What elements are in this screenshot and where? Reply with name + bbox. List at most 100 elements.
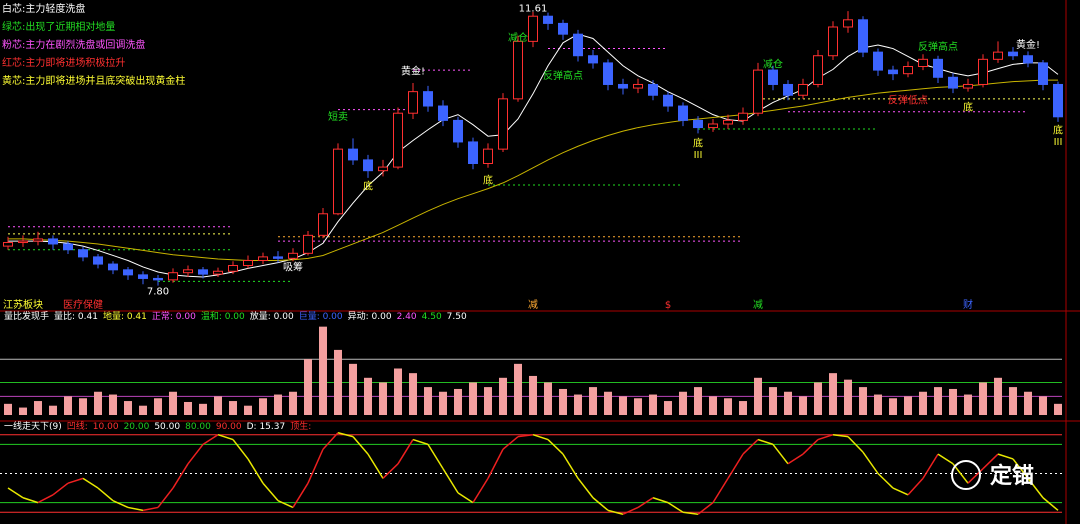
candle-body bbox=[558, 22, 568, 35]
header-item: 7.50 bbox=[447, 312, 467, 322]
candle-body bbox=[33, 238, 43, 242]
candle-body bbox=[873, 51, 883, 71]
annotation: 短卖 bbox=[328, 110, 348, 123]
oscillator-segment bbox=[187, 443, 204, 465]
volume-bar bbox=[184, 401, 192, 415]
volume-bar bbox=[49, 405, 57, 415]
candle-body bbox=[408, 91, 418, 114]
volume-bar bbox=[319, 326, 327, 415]
oscillator-segment bbox=[562, 453, 579, 479]
oscillator-segment bbox=[1042, 497, 1059, 511]
candle-body bbox=[798, 83, 808, 96]
candle-body bbox=[723, 119, 733, 125]
oscillator-segment bbox=[442, 468, 459, 494]
volume-bar bbox=[289, 391, 297, 415]
oscillator-segment bbox=[52, 482, 69, 496]
oscillator-segment bbox=[892, 487, 909, 496]
candle-body bbox=[243, 259, 253, 267]
volume-bar bbox=[1024, 391, 1032, 415]
oscillator-segment bbox=[427, 444, 444, 470]
volume-bar bbox=[394, 368, 402, 415]
oscillator-segment bbox=[907, 477, 924, 496]
oscillator-segment bbox=[412, 438, 429, 446]
candle-body bbox=[168, 272, 178, 281]
header-item: 量比发现手 bbox=[4, 310, 49, 322]
volume-bar bbox=[214, 396, 222, 415]
oscillator-segment bbox=[772, 443, 789, 465]
annotation: 底 bbox=[963, 100, 973, 113]
candle-body bbox=[678, 105, 688, 121]
candle-body bbox=[273, 256, 283, 259]
watermark: 定锚 bbox=[951, 460, 1034, 490]
moving-average bbox=[8, 79, 1058, 261]
annotation: 减仓 bbox=[763, 57, 783, 70]
oscillator-segment bbox=[757, 438, 774, 446]
candle-body bbox=[1008, 51, 1018, 57]
legend-note: 黄芯:主力即将进场并且底突破出现黄金柱 bbox=[2, 74, 185, 87]
volume-bar bbox=[664, 401, 672, 415]
oscillator-segment bbox=[877, 472, 894, 489]
candle-body bbox=[18, 240, 28, 244]
header-item: 放量: 0.00 bbox=[250, 310, 294, 322]
oscillator-segment bbox=[307, 448, 324, 484]
oscillator-segment bbox=[922, 453, 939, 479]
watermark-icon bbox=[951, 460, 981, 490]
candle-body bbox=[663, 94, 673, 107]
oscillator-segment bbox=[202, 434, 219, 446]
annotation: 11.61 bbox=[519, 3, 548, 14]
header-tail: 顶生: bbox=[290, 420, 311, 432]
candle-body bbox=[378, 166, 388, 172]
volume-bar bbox=[139, 405, 147, 415]
oscillator-segment bbox=[622, 506, 639, 515]
oscillator-segment bbox=[37, 494, 54, 504]
volume-bar bbox=[499, 377, 507, 415]
sector-marker: 财 bbox=[963, 298, 973, 311]
candle-body bbox=[288, 252, 298, 259]
candle-body bbox=[258, 256, 268, 261]
header-name: 一线走天下(9) bbox=[4, 420, 62, 432]
volume-bar bbox=[739, 401, 747, 415]
volume-bar bbox=[619, 396, 627, 415]
legend-note: 粉芯:主力在剧烈洗盘或回调洗盘 bbox=[2, 38, 145, 51]
volume-bar bbox=[589, 387, 597, 415]
oscillator-segment bbox=[172, 463, 189, 489]
oscillator-segment bbox=[997, 453, 1014, 460]
candle-body bbox=[528, 15, 538, 42]
candle-body bbox=[768, 69, 778, 85]
annotation: 减仓 bbox=[508, 31, 528, 44]
volume-bar bbox=[904, 396, 912, 415]
oscillator-segment bbox=[982, 453, 999, 470]
volume-bar bbox=[724, 398, 732, 415]
volume-bar bbox=[334, 349, 342, 415]
header-item: 量比: 0.41 bbox=[54, 310, 98, 322]
oscillator-segment bbox=[862, 451, 879, 474]
volume-bar bbox=[964, 394, 972, 415]
candle-body bbox=[828, 26, 838, 57]
oscillator-segment bbox=[847, 436, 864, 453]
oscillator-segment bbox=[352, 436, 369, 455]
candle-body bbox=[228, 265, 238, 272]
oscillator-segment bbox=[607, 509, 624, 515]
candle-body bbox=[648, 83, 658, 96]
annotation: 底 bbox=[693, 136, 703, 149]
header-item: 巨量: 0.00 bbox=[299, 311, 343, 322]
volume-bar bbox=[889, 398, 897, 415]
candle-body bbox=[738, 112, 748, 121]
candle-body bbox=[708, 123, 718, 129]
volume-bar bbox=[949, 388, 957, 415]
volume-bar bbox=[754, 377, 762, 415]
y-tick-label: 90.00 bbox=[216, 422, 242, 432]
oscillator-segment bbox=[667, 501, 684, 513]
oscillator-segment bbox=[742, 439, 759, 455]
oscillator-segment bbox=[382, 463, 399, 479]
panel-header: 一线走天下(9) 凹线: 10.00 20.00 50.00 80.00 90.00 D: 1… bbox=[4, 420, 311, 432]
volume-bar bbox=[349, 363, 357, 415]
volume-bar bbox=[259, 398, 267, 415]
volume-bar bbox=[1039, 396, 1047, 415]
volume-bar bbox=[1009, 387, 1017, 415]
oscillator-segment bbox=[1027, 477, 1044, 499]
volume-bar bbox=[34, 401, 42, 415]
oscillator-segment bbox=[457, 492, 474, 504]
volume-bar bbox=[79, 398, 87, 415]
candle-body bbox=[543, 15, 553, 24]
